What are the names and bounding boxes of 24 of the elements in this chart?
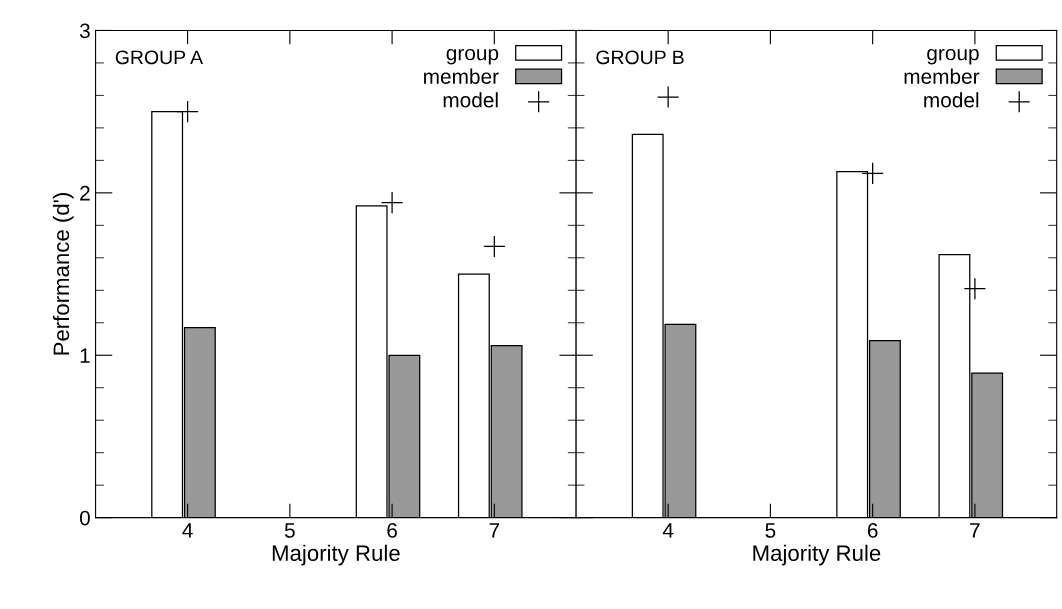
point bbox=[381, 192, 403, 214]
x-tick-label: 5 bbox=[284, 523, 295, 538]
y-axis-title: Performance (d') bbox=[52, 193, 74, 355]
x-axis-title: Majority Rule bbox=[272, 544, 400, 566]
legend-label: member bbox=[424, 68, 499, 84]
legend-label: model bbox=[924, 92, 979, 108]
x-tick-label: 6 bbox=[387, 523, 397, 538]
x-tick-label: 7 bbox=[489, 523, 500, 538]
x-tick-label: 5 bbox=[765, 523, 776, 538]
annotation: GROUP B bbox=[596, 50, 684, 65]
annotation: GROUP A bbox=[115, 50, 204, 65]
legend-label: group bbox=[446, 48, 499, 65]
y-tick-label: 1 bbox=[80, 348, 90, 363]
x-axis-title: Majority Rule bbox=[753, 544, 881, 566]
y-tick-label: 0 bbox=[79, 510, 90, 526]
y-tick-label: 2 bbox=[80, 185, 90, 201]
x-tick-label: 7 bbox=[970, 523, 980, 538]
x-tick-label: 4 bbox=[662, 523, 674, 538]
legend-label: group bbox=[927, 48, 979, 65]
legend-label: member bbox=[904, 68, 980, 84]
y-tick-label: 3 bbox=[79, 23, 90, 39]
legend-label: model bbox=[443, 92, 498, 108]
x-tick-label: 4 bbox=[182, 523, 193, 538]
x-tick-label: 6 bbox=[867, 523, 878, 538]
